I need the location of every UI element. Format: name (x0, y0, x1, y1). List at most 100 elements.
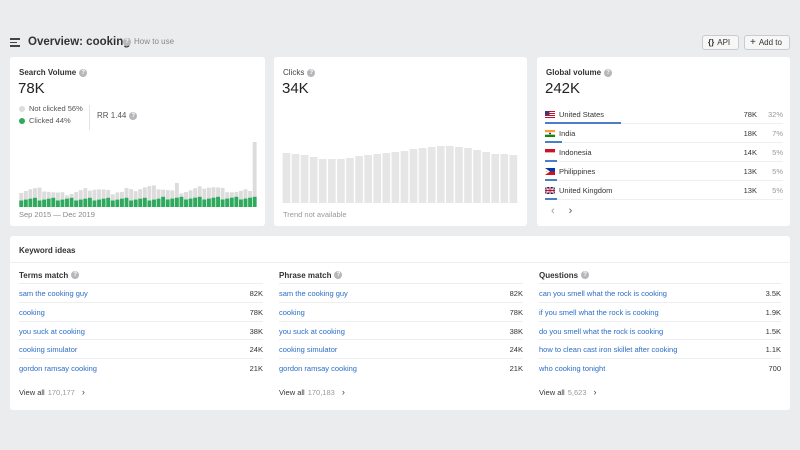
country-name: United States (559, 110, 605, 119)
keyword-link[interactable]: how to clean cast iron skillet after coo… (539, 345, 678, 355)
country-row[interactable]: Indonesia 14K 5% (545, 145, 783, 164)
keyword-link[interactable]: gordon ramsay cooking (279, 364, 357, 374)
not-clicked-bar (165, 190, 170, 207)
keyword-link[interactable]: cooking simulator (19, 345, 78, 355)
view-all-count: 170,183 (307, 387, 335, 397)
keyword-volume: 82K (249, 289, 263, 298)
keyword-link[interactable]: you suck at cooking (19, 326, 85, 336)
clicked-bar (115, 199, 120, 207)
keyword-link[interactable]: sam the cooking guy (19, 289, 88, 298)
placeholder-bar (327, 159, 336, 203)
placeholder-bar (427, 147, 436, 203)
help-icon[interactable]: ? (129, 111, 138, 120)
keyword-link[interactable]: cooking (19, 307, 45, 317)
global-volume-card: Global volume ? 242K United States 78K 32%… (537, 57, 790, 226)
chevron-right-icon: › (593, 387, 597, 397)
clicked-bar (119, 198, 124, 207)
keyword-row: cooking 78K (19, 301, 263, 321)
prev-arrow-icon[interactable]: ‹ (551, 205, 555, 217)
placeholder-bar (291, 154, 300, 203)
column-title: Phrase match (279, 270, 332, 280)
share-bar (545, 122, 621, 124)
how-to-use-label: How to use (134, 37, 175, 46)
clicked-bar (19, 200, 24, 207)
clicked-label: Clicked 44% (29, 116, 71, 125)
not-clicked-bar (252, 142, 257, 207)
keyword-link[interactable]: sam the cooking guy (279, 289, 348, 298)
keyword-row: do you smell what the rock is cooking 1.5… (539, 320, 781, 340)
view-all-link[interactable]: View all 5,623 › (539, 387, 597, 397)
rr-value: RR 1.44 (97, 111, 127, 120)
not-clicked-bar (133, 191, 138, 207)
country-volume: 14K (743, 148, 757, 157)
share-bar (545, 198, 557, 200)
country-row[interactable]: India 18K 7% (545, 126, 783, 145)
not-clicked-bar (156, 189, 161, 207)
not-clicked-bar (83, 188, 88, 207)
clicked-bar (243, 198, 248, 207)
help-icon[interactable]: ? (307, 68, 316, 77)
keyword-link[interactable]: cooking simulator (279, 345, 338, 355)
clicked-bar (174, 197, 179, 207)
placeholder-bar (409, 149, 418, 203)
keyword-link[interactable]: who cooking tonight (539, 364, 606, 374)
clicked-bar (161, 196, 166, 207)
clicked-bar (156, 198, 161, 207)
not-clicked-bar (28, 189, 33, 207)
clicked-bar (65, 198, 69, 207)
placeholder-bar (482, 152, 490, 203)
country-volume: 13K (743, 186, 757, 195)
keyword-link[interactable]: cooking (279, 307, 305, 317)
clicked-bar (78, 199, 83, 207)
search-volume-chart (19, 142, 257, 207)
column-title: Questions (539, 270, 579, 280)
view-all-link[interactable]: View all 170,183 › (279, 387, 345, 397)
help-icon[interactable]: ? (334, 271, 343, 279)
global-volume-title: Global volume (546, 68, 602, 77)
global-volume-label: Global volume ? (546, 68, 613, 77)
help-icon[interactable]: ? (79, 68, 88, 77)
menu-icon[interactable] (10, 38, 20, 47)
keyword-link[interactable]: can you smell what the rock is cooking (539, 289, 667, 298)
help-icon[interactable]: ? (604, 68, 613, 77)
keyword-volume: 700 (768, 364, 781, 374)
country-row[interactable]: United States 78K 32% (545, 107, 783, 126)
search-volume-value: 78K (18, 80, 45, 97)
not-clicked-bar (147, 186, 152, 207)
keyword-link[interactable]: gordon ramsay cooking (19, 364, 97, 374)
trend-not-available: Trend not available (283, 210, 347, 219)
not-clicked-bar (37, 187, 42, 207)
keyword-link[interactable]: you suck at cooking (279, 326, 345, 336)
not-clicked-bar (97, 189, 101, 207)
keyword-row: cooking simulator 24K (19, 339, 263, 358)
how-to-use-link[interactable]: ? How to use (123, 37, 174, 46)
keyword-link[interactable]: do you smell what the rock is cooking (539, 326, 664, 336)
keyword-volume: 78K (249, 307, 263, 317)
clicked-bar (234, 196, 239, 207)
clicked-bar (97, 199, 101, 207)
placeholder-bar (373, 154, 382, 203)
next-arrow-icon[interactable]: › (568, 205, 573, 217)
not-clicked-bar (138, 189, 143, 207)
not-clicked-bar (197, 186, 202, 207)
not-clicked-bar (174, 183, 179, 207)
share-track (545, 199, 783, 200)
country-row[interactable]: United Kingdom 13K 5% (545, 183, 783, 202)
clicked-bar (42, 199, 47, 207)
country-row[interactable]: Philippines 13K 5% (545, 164, 783, 183)
keyword-volume: 3.5K (765, 289, 781, 298)
api-button[interactable]: {} API (702, 35, 739, 50)
keyword-column: Terms match? sam the cooking guy 82K cookin… (19, 263, 263, 377)
clicked-bar (33, 197, 37, 207)
clicked-bar (106, 197, 111, 207)
keyword-link[interactable]: if you smell what the rock is cooking (539, 307, 659, 317)
view-all-link[interactable]: View all 170,177 › (19, 387, 85, 397)
clicked-bar (184, 199, 188, 207)
not-clicked-bar (142, 187, 147, 207)
keyword-row: how to clean cast iron skillet after coo… (539, 339, 781, 358)
add-to-button[interactable]: + Add to (744, 35, 790, 50)
placeholder-bar (491, 154, 500, 203)
help-icon[interactable]: ? (581, 271, 590, 279)
view-all-count: 170,177 (47, 387, 75, 397)
help-icon[interactable]: ? (71, 271, 80, 279)
